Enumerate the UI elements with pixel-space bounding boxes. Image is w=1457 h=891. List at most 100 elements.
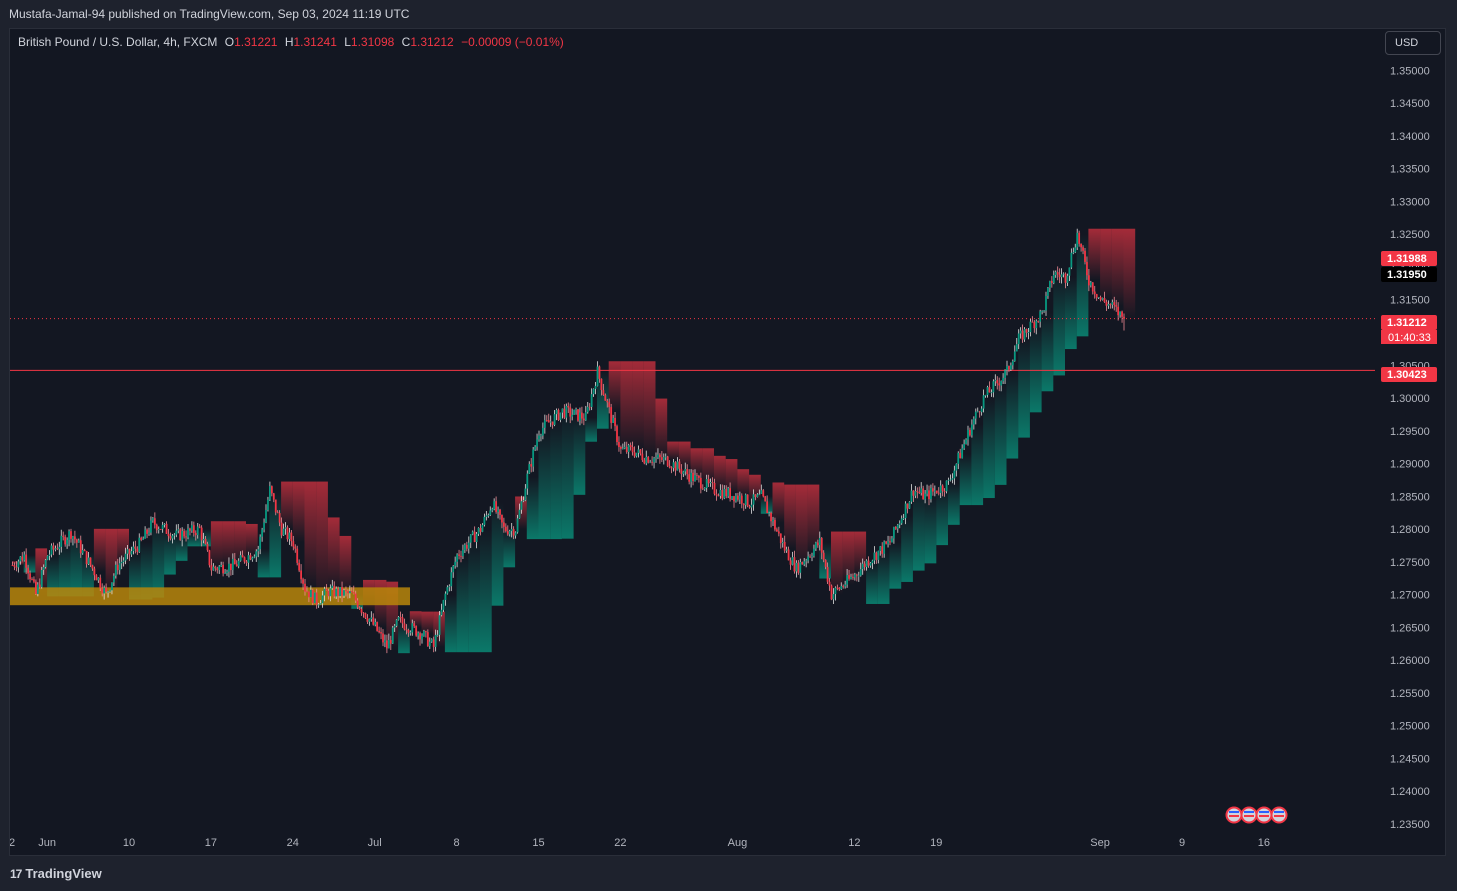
candle-body xyxy=(512,528,515,536)
y-tick-label: 1.26000 xyxy=(1390,655,1430,667)
candle-body xyxy=(212,566,215,571)
candle-body xyxy=(304,583,306,592)
candle-body xyxy=(803,561,806,565)
candle-body xyxy=(245,561,248,563)
candle-body xyxy=(249,555,252,560)
candle-body xyxy=(136,548,139,552)
candle-body xyxy=(514,532,517,536)
candle-body xyxy=(181,531,184,540)
us-flag-stripe-icon xyxy=(1244,815,1254,817)
candle-body xyxy=(914,491,917,496)
candle-body xyxy=(627,445,630,452)
candle-body xyxy=(649,461,652,463)
trend-cloud-down xyxy=(117,528,129,566)
trend-cloud-up xyxy=(187,532,200,547)
candle-body xyxy=(327,590,330,597)
candle-body xyxy=(912,490,915,496)
candle-body xyxy=(971,424,973,436)
candle-body xyxy=(159,529,162,530)
candle-body xyxy=(430,639,433,642)
candle-body xyxy=(436,634,439,636)
candle-body xyxy=(421,635,423,640)
candle-body xyxy=(961,448,964,459)
candle-body xyxy=(1091,282,1094,292)
candle-body xyxy=(128,549,131,555)
candle-body xyxy=(758,493,761,495)
price-chart[interactable]: 1.35000 1.34500 1.34000 1.33500 1.33000 1.325… xyxy=(10,29,1446,856)
candle-body xyxy=(185,536,187,538)
candle-body xyxy=(1111,302,1114,305)
candle-body xyxy=(826,566,829,582)
candle-body xyxy=(1105,301,1108,306)
tradingview-logo[interactable]: 17 TradingView xyxy=(10,866,102,881)
price-tag-text: 1.31950 xyxy=(1387,269,1427,281)
candle-body xyxy=(980,408,983,413)
candle-body xyxy=(645,456,648,464)
candle-body xyxy=(791,557,794,565)
candle-body xyxy=(836,587,839,589)
currency-button[interactable]: USD xyxy=(1385,31,1441,55)
candle-body xyxy=(347,591,349,594)
candle-body xyxy=(752,494,755,505)
candle-body xyxy=(384,640,386,643)
candle-body xyxy=(965,439,967,444)
trend-cloud-down xyxy=(409,611,422,628)
candle-body xyxy=(1054,272,1057,276)
candle-body xyxy=(867,560,870,566)
candle-body xyxy=(148,532,150,534)
candle-body xyxy=(74,536,76,540)
candle-body xyxy=(434,634,437,647)
candle-body xyxy=(265,509,267,523)
candle-body xyxy=(44,559,47,568)
candle-body xyxy=(659,454,661,458)
candle-body xyxy=(155,524,158,531)
candle-body xyxy=(623,446,626,449)
candle-body xyxy=(175,530,178,535)
candle-body xyxy=(292,541,295,547)
trend-cloud-up xyxy=(1076,234,1089,337)
candle-body xyxy=(530,464,533,467)
trend-cloud-down xyxy=(725,459,738,494)
candle-body xyxy=(446,587,449,594)
candle-body xyxy=(955,463,958,471)
candle-body xyxy=(696,475,698,477)
high-label: H xyxy=(284,35,294,49)
y-tick-label: 1.27000 xyxy=(1390,590,1430,602)
candle-body xyxy=(787,549,790,561)
chart-panel[interactable]: 1.35000 1.34500 1.34000 1.33500 1.33000 1.325… xyxy=(9,28,1446,856)
trend-cloud-down xyxy=(678,441,691,469)
candle-body xyxy=(727,488,730,497)
candle-body xyxy=(838,587,841,590)
candle-body xyxy=(935,490,938,493)
candle-body xyxy=(95,575,98,581)
candle-body xyxy=(662,457,665,460)
currency-label: USD xyxy=(1395,37,1419,49)
candle-body xyxy=(694,475,696,482)
us-flag-stripe-icon xyxy=(1274,815,1284,817)
candle-body xyxy=(360,608,363,613)
trend-cloud-up xyxy=(573,414,586,495)
candle-body xyxy=(684,468,687,472)
y-tick-label: 1.23500 xyxy=(1390,819,1430,831)
trend-cloud-down xyxy=(281,481,293,530)
trend-cloud-down xyxy=(292,481,305,543)
candle-body xyxy=(228,563,230,572)
trend-cloud-up xyxy=(866,561,878,604)
trend-cloud-up xyxy=(175,535,188,561)
candle-body xyxy=(272,493,275,500)
candle-body xyxy=(657,454,659,458)
candle-body xyxy=(795,562,798,572)
candle-body xyxy=(1101,298,1104,300)
candle-body xyxy=(1089,282,1092,286)
candle-body xyxy=(68,531,70,540)
candle-body xyxy=(861,563,864,570)
candle-body xyxy=(902,518,905,519)
candle-body xyxy=(442,600,445,610)
candle-body xyxy=(1017,333,1020,345)
candle-body xyxy=(23,554,26,561)
candle-body xyxy=(165,523,168,534)
candle-body xyxy=(967,429,969,440)
candle-body xyxy=(772,519,774,522)
candle-body xyxy=(690,472,692,482)
trend-cloud-up xyxy=(269,489,282,578)
